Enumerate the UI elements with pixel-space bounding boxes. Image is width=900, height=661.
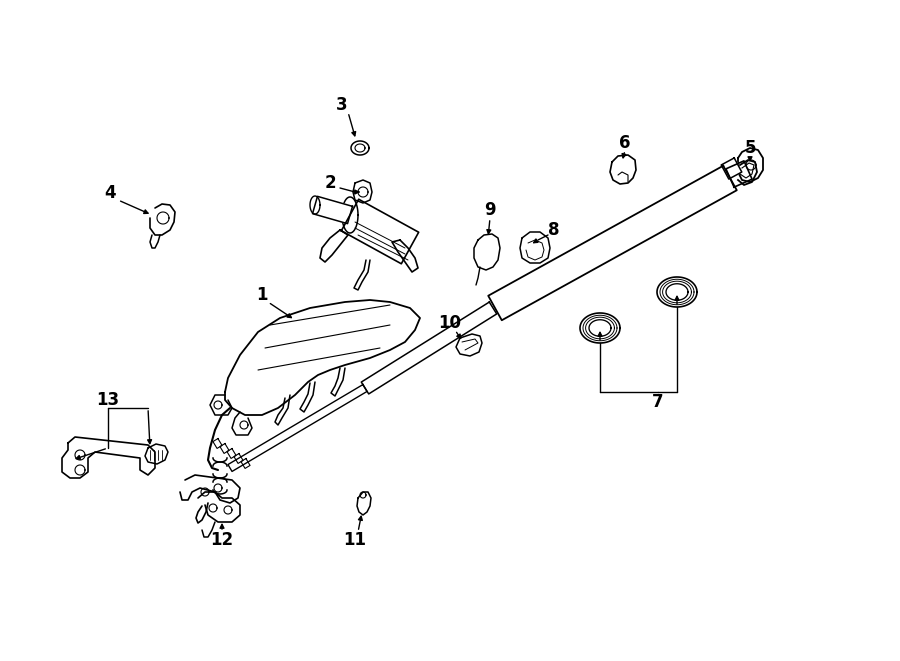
Text: 1: 1 (256, 286, 268, 304)
Text: 5: 5 (744, 139, 756, 157)
Polygon shape (241, 459, 250, 469)
Text: 4: 4 (104, 184, 116, 202)
Polygon shape (456, 334, 482, 356)
Polygon shape (488, 166, 737, 320)
Text: 11: 11 (344, 531, 366, 549)
Polygon shape (320, 230, 348, 262)
Polygon shape (62, 437, 155, 478)
Polygon shape (361, 302, 497, 394)
Text: 12: 12 (211, 531, 234, 549)
Polygon shape (610, 155, 636, 184)
Polygon shape (726, 161, 752, 187)
Text: 3: 3 (337, 96, 347, 114)
Polygon shape (228, 385, 367, 471)
Text: 7: 7 (652, 393, 664, 411)
Polygon shape (220, 444, 230, 453)
Polygon shape (180, 475, 240, 503)
Polygon shape (227, 449, 236, 459)
Text: 9: 9 (484, 201, 496, 219)
Polygon shape (312, 196, 353, 223)
Polygon shape (351, 141, 369, 155)
Text: 2: 2 (324, 174, 336, 192)
Polygon shape (213, 438, 222, 448)
Polygon shape (234, 453, 243, 463)
Polygon shape (520, 232, 550, 263)
Polygon shape (198, 492, 240, 522)
Polygon shape (474, 234, 500, 270)
Text: 6: 6 (619, 134, 631, 152)
Text: 8: 8 (548, 221, 560, 239)
Polygon shape (357, 492, 371, 515)
Polygon shape (580, 313, 620, 343)
Polygon shape (150, 204, 175, 235)
Polygon shape (232, 412, 252, 435)
Polygon shape (738, 148, 763, 182)
Text: 13: 13 (96, 391, 120, 409)
Polygon shape (721, 158, 742, 179)
Polygon shape (225, 300, 420, 415)
Polygon shape (210, 395, 232, 415)
Polygon shape (145, 444, 168, 464)
Polygon shape (392, 240, 418, 272)
Polygon shape (341, 199, 419, 264)
Text: 10: 10 (438, 314, 462, 332)
Polygon shape (657, 277, 697, 307)
Polygon shape (353, 180, 372, 203)
